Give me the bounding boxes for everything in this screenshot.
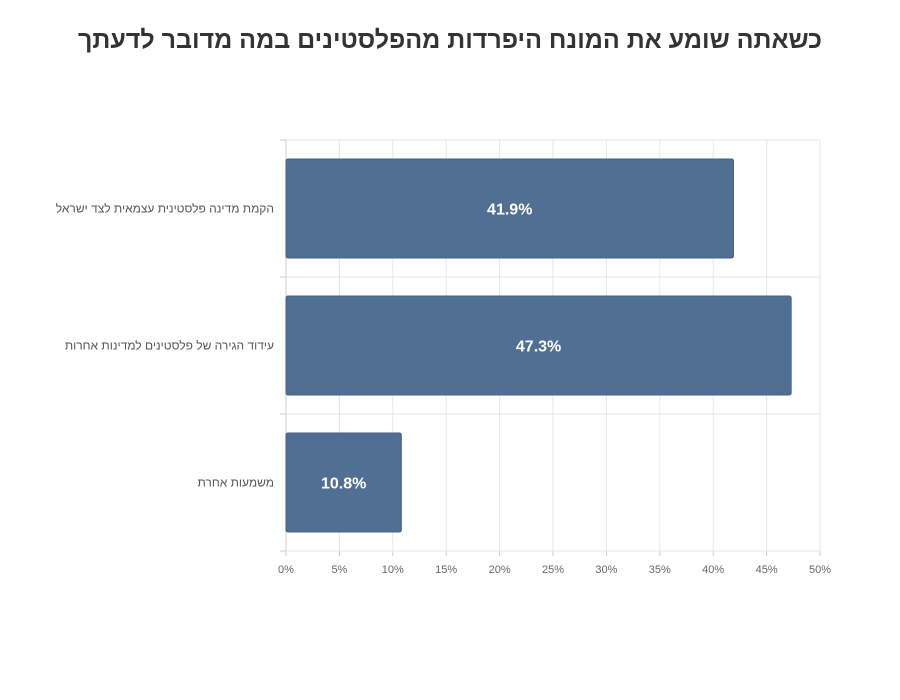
x-tick-label: 30% [595, 564, 617, 576]
x-tick-label: 45% [756, 564, 778, 576]
bar [285, 295, 792, 396]
x-tick-label: 5% [331, 564, 347, 576]
chart-title: כשאתה שומע את המונח היפרדות מהפלסטינים ב… [77, 26, 823, 54]
x-tick-label: 20% [489, 564, 511, 576]
x-tick-label: 40% [702, 564, 724, 576]
x-tick-label: 50% [809, 564, 831, 576]
bar [285, 432, 402, 533]
category-label: עידוד הגירה של פלסטינים למדינות אחרות [65, 339, 274, 353]
category-label: הקמת מדינה פלסטינית עצמאית לצד ישראל [56, 202, 274, 216]
x-tick-label: 10% [382, 564, 404, 576]
bars [285, 158, 792, 533]
x-tick-label: 15% [435, 564, 457, 576]
category-label: משמעות אחרת [197, 476, 274, 490]
bar-value-label: 47.3% [516, 339, 561, 356]
x-tick-label: 35% [649, 564, 671, 576]
x-tick-label: 25% [542, 564, 564, 576]
bar-value-label: 41.9% [487, 202, 532, 219]
labels: 0% 5% 10% 15% 20% 25% 30% 35% 40% 45% 50% 41.9% הקמת… [56, 202, 831, 577]
bar [285, 158, 734, 259]
bar-value-label: 10.8% [321, 476, 366, 493]
x-tick-label: 0% [278, 564, 294, 576]
